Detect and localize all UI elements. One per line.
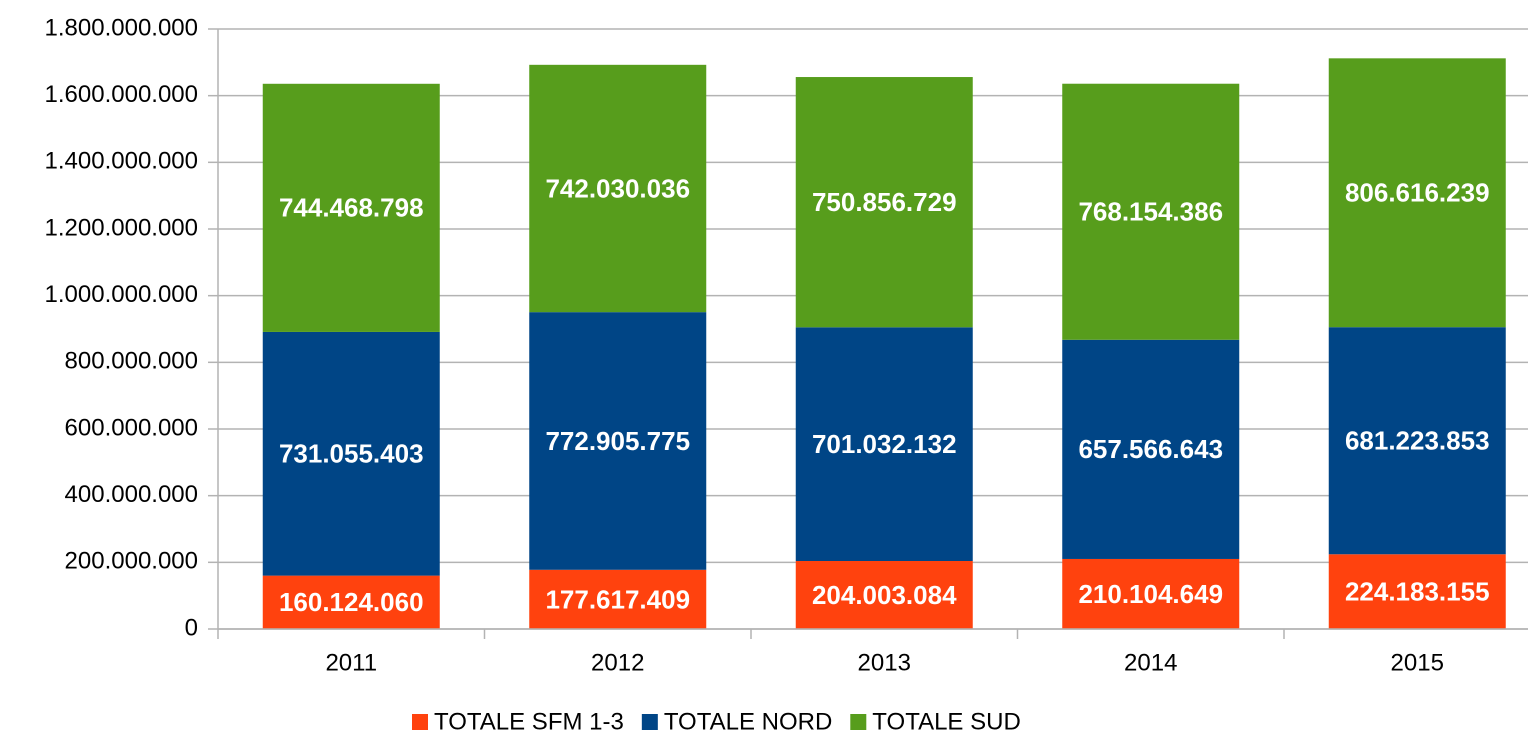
data-label: 204.003.084	[812, 580, 957, 610]
x-tick-label: 2011	[325, 649, 377, 676]
y-tick-label: 200.000.000	[65, 548, 198, 575]
bar-segment	[1062, 339, 1240, 559]
bar-segment	[795, 77, 973, 328]
x-tick-label: 2014	[1124, 649, 1177, 676]
y-tick-label: 1.400.000.000	[45, 148, 198, 175]
bar-segment	[795, 327, 973, 561]
legend-swatch	[850, 714, 867, 730]
bar-segment	[262, 575, 440, 629]
data-label: 657.566.643	[1078, 434, 1223, 464]
y-tick-label: 800.000.000	[65, 348, 198, 375]
y-tick-label: 1.800.000.000	[45, 14, 198, 41]
data-label: 772.905.775	[545, 426, 690, 456]
x-tick-label: 2013	[858, 649, 911, 676]
data-label: 681.223.853	[1345, 426, 1490, 456]
data-label: 210.104.649	[1078, 579, 1223, 609]
bar-segment	[529, 569, 707, 629]
legend-label: TOTALE NORD	[664, 708, 832, 735]
legend-swatch	[412, 714, 428, 730]
bar-segment	[529, 312, 707, 570]
bar-segment	[1062, 558, 1240, 629]
bar-segment	[1062, 83, 1240, 340]
data-label: 177.617.409	[545, 584, 690, 614]
legend-swatch	[641, 714, 658, 730]
data-label: 768.154.386	[1078, 197, 1223, 227]
data-label: 750.856.729	[812, 187, 957, 217]
x-tick-label: 2012	[591, 649, 644, 676]
data-label: 742.030.036	[545, 173, 690, 203]
data-label: 701.032.132	[812, 429, 957, 459]
bar-segment	[1328, 554, 1506, 629]
y-tick-label: 1.000.000.000	[45, 281, 198, 308]
data-label: 744.468.798	[279, 193, 424, 223]
data-label: 731.055.403	[279, 439, 424, 469]
bar-segment	[1328, 58, 1506, 328]
legend-label: TOTALE SUD	[872, 708, 1020, 735]
bar-segment	[1328, 327, 1506, 555]
y-tick-label: 0	[185, 614, 198, 641]
data-label: 160.124.060	[279, 587, 424, 617]
legend-label: TOTALE SFM 1-3	[434, 708, 624, 735]
y-tick-label: 600.000.000	[65, 414, 198, 441]
y-tick-label: 1.600.000.000	[45, 81, 198, 108]
data-label: 806.616.239	[1345, 178, 1490, 208]
bar-segment	[262, 331, 440, 576]
y-tick-label: 1.200.000.000	[45, 214, 198, 241]
x-tick-label: 2015	[1391, 649, 1444, 676]
y-tick-label: 400.000.000	[65, 481, 198, 508]
bar-segment	[262, 83, 440, 332]
data-label: 224.183.155	[1345, 577, 1490, 607]
bar-segment	[795, 560, 973, 629]
bar-segment	[529, 64, 707, 313]
